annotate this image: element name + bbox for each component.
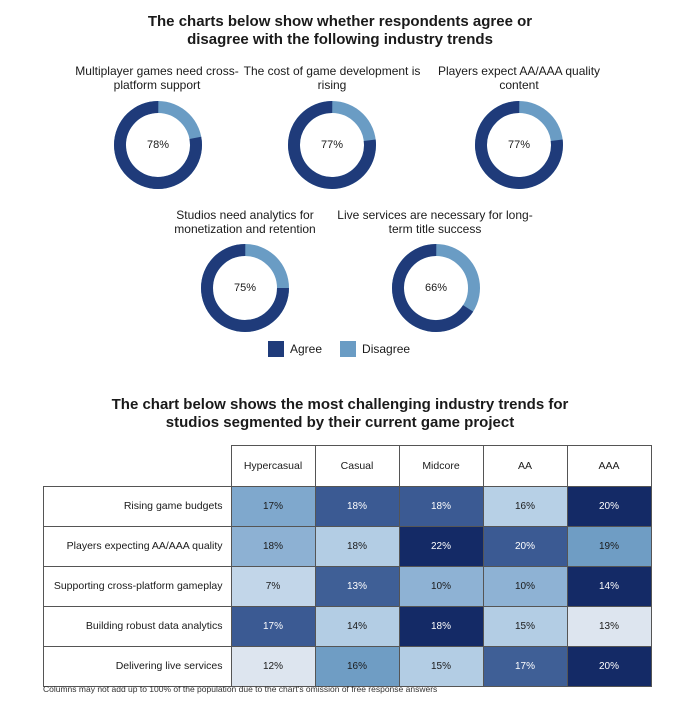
table-row: Delivering live services 12% 16% 15% 17% 20% — [43, 646, 652, 687]
donut-label-2: The cost of game development is rising — [243, 64, 421, 92]
heatmap-row-label: Building robust data analytics — [43, 606, 232, 647]
heatmap-row-label: Supporting cross-platform gameplay — [43, 566, 232, 607]
heatmap-cell: 20% — [566, 646, 652, 687]
heatmap-header-row: Hypercasual Casual Midcore AA AAA — [43, 445, 652, 487]
heatmap-cell: 15% — [482, 606, 568, 647]
legend-item-disagree: Disagree — [340, 341, 410, 357]
heatmap-cell: 14% — [566, 566, 652, 607]
heatmap-cell: 22% — [398, 526, 484, 567]
heatmap-cell: 16% — [482, 486, 568, 527]
heatmap-cell: 13% — [314, 566, 400, 607]
heatmap-cell: 14% — [314, 606, 400, 647]
donut-chart-4: 75% — [200, 243, 290, 333]
table-row: Building robust data analytics 17% 14% 18% 1… — [43, 606, 652, 647]
heatmap-cell: 13% — [566, 606, 652, 647]
table-row: Supporting cross-platform gameplay 7% 13% 1… — [43, 566, 652, 607]
donut-section-title: The charts below show whether respondent… — [0, 13, 680, 49]
legend: Agree Disagree — [268, 341, 410, 357]
heatmap-section-title: The chart below shows the most challengi… — [0, 396, 680, 432]
legend-swatch-agree — [268, 341, 284, 357]
donut-value-label: 75% — [233, 282, 257, 294]
donut-label-4: Studios need analytics for monetization … — [174, 208, 316, 236]
heatmap-cell: 20% — [482, 526, 568, 567]
donut-value-label: 77% — [320, 139, 344, 151]
donut-value-label: 66% — [424, 282, 448, 294]
donut-chart-5: 66% — [391, 243, 481, 333]
heatmap-cell: 18% — [398, 606, 484, 647]
donut-label-5: Live services are necessary for long-ter… — [337, 208, 533, 236]
heatmap-cell: 19% — [566, 526, 652, 567]
donut-chart-3: 77% — [474, 100, 564, 190]
heatmap-cell: 10% — [398, 566, 484, 607]
donut-slice-agree — [114, 101, 202, 189]
heatmap-column-header: Casual — [314, 445, 400, 487]
legend-swatch-disagree — [340, 341, 357, 357]
legend-label-agree: Agree — [290, 342, 323, 356]
heatmap-cell: 16% — [314, 646, 400, 687]
heatmap-cell: 17% — [482, 646, 568, 687]
heatmap-column-header: Hypercasual — [230, 445, 316, 487]
donut-value-label: 77% — [507, 139, 531, 151]
heatmap-cell: 20% — [566, 486, 652, 527]
donut-label-3: Players expect AA/AAA quality content — [437, 64, 601, 92]
heatmap-section-title-text: The chart below shows the most challengi… — [111, 396, 569, 431]
heatmap-corner — [43, 445, 231, 487]
heatmap-row-label: Players expecting AA/AAA quality — [43, 526, 232, 567]
heatmap-cell: 12% — [230, 646, 316, 687]
heatmap-column-header: Midcore — [398, 445, 484, 487]
donut-value-label: 78% — [146, 139, 170, 151]
heatmap-column-header: AA — [482, 445, 568, 487]
heatmap-cell: 18% — [314, 486, 400, 527]
heatmap-row-label: Delivering live services — [43, 646, 232, 687]
heatmap-cell: 17% — [230, 606, 316, 647]
donut-label-1: Multiplayer games need cross-platform su… — [75, 64, 239, 92]
donut-slice-agree — [475, 101, 563, 189]
heatmap-cell: 18% — [230, 526, 316, 567]
heatmap-cell: 7% — [230, 566, 316, 607]
donut-section-title-text: The charts below show whether respondent… — [147, 13, 533, 48]
heatmap-cell: 10% — [482, 566, 568, 607]
heatmap-column-header: AAA — [566, 445, 652, 487]
legend-item-agree: Agree — [268, 341, 322, 357]
heatmap-cell: 18% — [314, 526, 400, 567]
heatmap-cell: 17% — [230, 486, 316, 527]
heatmap-row-label: Rising game budgets — [43, 486, 232, 527]
footnote: Columns may not add up to 100% of the po… — [43, 684, 438, 694]
donut-slice-agree — [201, 244, 289, 332]
donut-chart-2: 77% — [287, 100, 377, 190]
table-row: Players expecting AA/AAA quality 18% 18% 22… — [43, 526, 652, 567]
heatmap-table: Hypercasual Casual Midcore AA AAA Rising game… — [43, 445, 652, 687]
heatmap-cell: 15% — [398, 646, 484, 687]
legend-label-disagree: Disagree — [362, 342, 411, 356]
donut-chart-1: 78% — [113, 100, 203, 190]
heatmap-cell: 18% — [398, 486, 484, 527]
table-row: Rising game budgets 17% 18% 18% 16% 20% — [43, 486, 652, 527]
